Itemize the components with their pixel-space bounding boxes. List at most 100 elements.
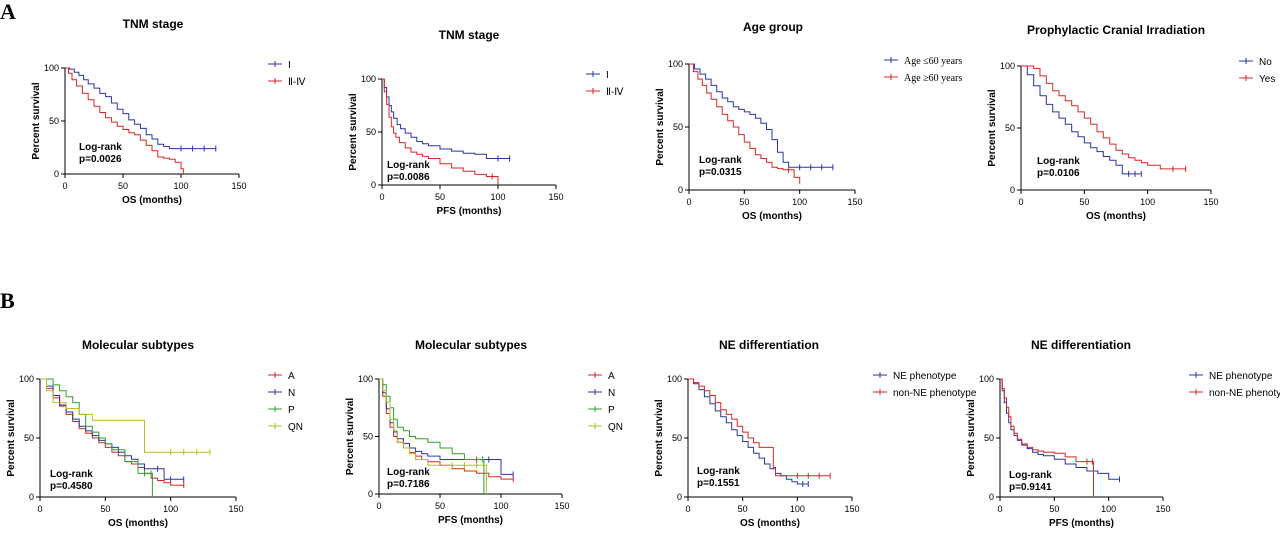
- legend-label-2: N: [608, 388, 615, 399]
- x-tick-label: 150: [228, 504, 243, 514]
- y-tick-label: 50: [673, 122, 683, 132]
- series-line-4: [40, 378, 210, 453]
- x-tick-label: 100: [490, 192, 505, 202]
- y-tick-label: 100: [361, 74, 376, 84]
- x-tick-label: 150: [1203, 197, 1218, 207]
- chart-title: NE differentiation: [1031, 338, 1131, 352]
- series-line-2: [382, 78, 499, 185]
- x-axis-label: PFS (months): [438, 515, 503, 526]
- x-axis-label: PFS (months): [437, 206, 502, 217]
- km-plot-6: Molecular subtypes 0 50 100 150 0 50 100 PFS (mo…: [345, 338, 623, 526]
- km-plot-4: Prophylactic Cranial Irradiation 0 50 100 15…: [987, 23, 1275, 222]
- x-tick-label: 100: [493, 501, 508, 511]
- panel-label-b: B: [0, 288, 15, 313]
- logrank-label: Log-rank: [699, 155, 742, 166]
- km-plot-3: Age group 0 50 100 150 0 50 100 OS (months) Perce…: [655, 20, 962, 222]
- y-tick-label: 100: [44, 63, 59, 73]
- y-tick-label: 50: [984, 433, 994, 443]
- y-tick-label: 100: [1000, 61, 1015, 71]
- series-line-1: [382, 78, 510, 159]
- series-line-3: [40, 378, 153, 497]
- series-line-2: [1021, 65, 1186, 170]
- x-tick-label: 0: [1018, 197, 1023, 207]
- logrank-label: Log-rank: [387, 160, 430, 171]
- logrank-label: Log-rank: [1037, 156, 1080, 167]
- series-line-1: [1000, 378, 1120, 480]
- legend-label-1: No: [1259, 57, 1272, 68]
- series-line-1: [379, 378, 514, 480]
- p-value: p=0.0315: [699, 167, 742, 178]
- series-line-2: [40, 378, 184, 480]
- series-line-1: [1021, 65, 1142, 175]
- series-line-2: [689, 63, 801, 184]
- x-tick-label: 50: [739, 197, 749, 207]
- y-axis-label: Percent survival: [966, 399, 977, 476]
- chart-title: NE differentiation: [719, 338, 819, 352]
- y-tick-label: 50: [672, 433, 682, 443]
- y-tick-label: 100: [358, 374, 373, 384]
- x-tick-label: 50: [435, 501, 445, 511]
- legend-label-3: P: [608, 405, 615, 416]
- y-tick-label: 50: [1005, 123, 1015, 133]
- legend-label-1: A: [608, 371, 615, 382]
- survival-plots: TNM stage 0 50 100 150 0 50 100 OS (months) Perce…: [6, 17, 1280, 529]
- x-tick-label: 0: [376, 501, 381, 511]
- chart-title: Age group: [743, 20, 803, 34]
- panel-label-a: A: [0, 0, 16, 24]
- y-tick-label: 100: [668, 59, 683, 69]
- x-axis-label: OS (months): [122, 195, 182, 206]
- y-tick-label: 0: [677, 492, 682, 502]
- x-axis-label: OS (months): [740, 518, 800, 529]
- y-axis-label: Percent survival: [348, 93, 359, 170]
- series-line-2: [65, 67, 184, 174]
- y-tick-label: 0: [54, 169, 59, 179]
- legend-label-1: Age ≤60 years: [904, 56, 962, 67]
- x-tick-label: 100: [1140, 197, 1155, 207]
- x-tick-label: 150: [231, 181, 246, 191]
- x-tick-label: 150: [548, 192, 563, 202]
- y-tick-label: 100: [979, 374, 994, 384]
- y-tick-label: 50: [24, 433, 34, 443]
- km-plot-5: Molecular subtypes 0 50 100 150 0 50 100 OS (mon…: [6, 338, 303, 529]
- y-tick-label: 0: [678, 185, 683, 195]
- x-tick-label: 100: [163, 504, 178, 514]
- x-axis-label: OS (months): [742, 211, 802, 222]
- x-axis-label: OS (months): [1086, 211, 1146, 222]
- x-tick-label: 50: [1079, 197, 1089, 207]
- legend-label-1: NE phenotype: [1209, 371, 1273, 382]
- x-tick-label: 50: [738, 504, 748, 514]
- logrank-label: Log-rank: [79, 142, 122, 153]
- series-line-2: [379, 378, 514, 475]
- legend-label-2: Age ≥60 years: [904, 73, 962, 84]
- p-value: p=0.4580: [50, 481, 93, 492]
- chart-title: Prophylactic Cranial Irradiation: [1027, 23, 1205, 37]
- km-plot-7: NE differentiation 0 50 100 150 0 50 100 OS (mon…: [654, 338, 977, 529]
- chart-title: Molecular subtypes: [415, 338, 527, 352]
- x-tick-label: 150: [554, 501, 569, 511]
- series-line-1: [689, 63, 833, 168]
- y-axis-label: Percent survival: [655, 88, 666, 165]
- chart-title: TNM stage: [123, 17, 184, 31]
- y-tick-label: 0: [371, 180, 376, 190]
- x-tick-label: 50: [100, 504, 110, 514]
- x-tick-label: 0: [685, 504, 690, 514]
- x-axis-label: OS (months): [108, 518, 168, 529]
- p-value: p=0.7186: [387, 479, 430, 490]
- x-tick-label: 0: [379, 192, 384, 202]
- x-tick-label: 50: [1049, 504, 1059, 514]
- p-value: p=0.0026: [79, 154, 122, 165]
- p-value: p=0.9141: [1009, 482, 1052, 493]
- legend-label-1: I: [288, 60, 291, 71]
- x-tick-label: 100: [790, 504, 805, 514]
- y-axis-label: Percent survival: [345, 398, 356, 475]
- chart-title: Molecular subtypes: [82, 338, 194, 352]
- y-tick-label: 0: [29, 492, 34, 502]
- y-tick-label: 0: [1010, 185, 1015, 195]
- km-plot-1: TNM stage 0 50 100 150 0 50 100 OS (months) Perce…: [31, 17, 306, 206]
- legend-label-4: QN: [608, 422, 623, 433]
- y-axis-label: Percent survival: [31, 82, 42, 159]
- x-tick-label: 0: [62, 181, 67, 191]
- legend-label-4: QN: [288, 422, 303, 433]
- p-value: p=0.0106: [1037, 168, 1080, 179]
